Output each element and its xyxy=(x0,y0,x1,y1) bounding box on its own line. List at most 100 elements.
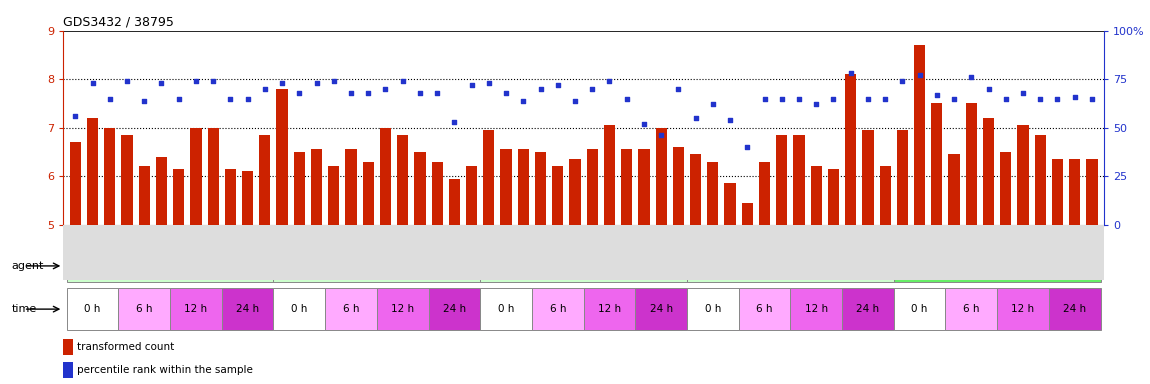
Text: 0 h: 0 h xyxy=(291,304,307,314)
FancyBboxPatch shape xyxy=(274,250,481,282)
Point xyxy=(186,78,205,84)
Bar xyxy=(259,135,270,225)
Point xyxy=(238,96,256,102)
Bar xyxy=(70,142,80,225)
Bar xyxy=(1070,159,1080,225)
Bar xyxy=(793,135,805,225)
FancyBboxPatch shape xyxy=(738,288,790,330)
FancyBboxPatch shape xyxy=(687,288,738,330)
Bar xyxy=(122,135,132,225)
FancyBboxPatch shape xyxy=(325,288,377,330)
FancyBboxPatch shape xyxy=(790,288,842,330)
Point xyxy=(549,82,567,88)
Point xyxy=(135,98,153,104)
Bar xyxy=(380,127,391,225)
Bar xyxy=(983,118,994,225)
Bar xyxy=(87,118,98,225)
FancyBboxPatch shape xyxy=(377,288,429,330)
Bar xyxy=(224,169,236,225)
Point xyxy=(963,74,981,80)
FancyBboxPatch shape xyxy=(532,288,583,330)
Point xyxy=(462,82,481,88)
FancyBboxPatch shape xyxy=(945,288,997,330)
Text: hGR-alpha B: hGR-alpha B xyxy=(549,261,619,271)
Bar xyxy=(63,362,74,378)
FancyBboxPatch shape xyxy=(481,250,687,282)
Point xyxy=(273,80,291,86)
Bar xyxy=(518,149,529,225)
Bar xyxy=(362,162,374,225)
Point xyxy=(928,92,946,98)
FancyBboxPatch shape xyxy=(118,288,170,330)
Point xyxy=(255,86,274,92)
Text: 0 h: 0 h xyxy=(498,304,514,314)
Point xyxy=(376,86,394,92)
Point xyxy=(566,98,584,104)
Bar xyxy=(690,154,702,225)
Bar xyxy=(345,149,356,225)
FancyBboxPatch shape xyxy=(687,250,894,282)
Point xyxy=(945,96,964,102)
Text: 24 h: 24 h xyxy=(236,304,259,314)
Bar xyxy=(880,167,891,225)
FancyBboxPatch shape xyxy=(635,288,687,330)
Point xyxy=(842,70,860,76)
Bar xyxy=(448,179,460,225)
Text: 0 h: 0 h xyxy=(705,304,721,314)
Text: 6 h: 6 h xyxy=(963,304,980,314)
Point xyxy=(756,96,774,102)
FancyBboxPatch shape xyxy=(429,288,481,330)
FancyBboxPatch shape xyxy=(1049,288,1101,330)
Point xyxy=(152,80,170,86)
Point xyxy=(1049,96,1067,102)
Text: 6 h: 6 h xyxy=(343,304,359,314)
Bar xyxy=(811,167,822,225)
Bar xyxy=(742,203,753,225)
Bar xyxy=(707,162,719,225)
Bar xyxy=(845,74,857,225)
FancyBboxPatch shape xyxy=(997,288,1049,330)
Point xyxy=(514,98,532,104)
Text: 24 h: 24 h xyxy=(650,304,673,314)
Text: 12 h: 12 h xyxy=(805,304,828,314)
Bar xyxy=(139,167,150,225)
Point xyxy=(342,90,360,96)
Bar xyxy=(966,103,976,225)
Point xyxy=(66,113,84,119)
Point xyxy=(497,90,515,96)
Text: hGR-alpha C: hGR-alpha C xyxy=(756,261,825,271)
FancyBboxPatch shape xyxy=(894,288,945,330)
FancyBboxPatch shape xyxy=(67,288,118,330)
Point xyxy=(583,86,601,92)
Point xyxy=(825,96,843,102)
Text: 24 h: 24 h xyxy=(857,304,880,314)
Bar xyxy=(673,147,684,225)
Point xyxy=(618,96,636,102)
Bar xyxy=(724,184,736,225)
Text: hGR-alpha D: hGR-alpha D xyxy=(963,261,1033,271)
Text: 12 h: 12 h xyxy=(598,304,621,314)
Point xyxy=(117,78,136,84)
Bar xyxy=(483,130,494,225)
Text: 6 h: 6 h xyxy=(550,304,566,314)
Point xyxy=(359,90,377,96)
Point xyxy=(393,78,412,84)
Bar xyxy=(105,127,115,225)
Bar xyxy=(1087,159,1097,225)
Text: 24 h: 24 h xyxy=(1063,304,1087,314)
Bar xyxy=(328,167,339,225)
Bar xyxy=(1052,159,1063,225)
Text: 24 h: 24 h xyxy=(443,304,466,314)
Bar xyxy=(431,162,443,225)
Bar xyxy=(397,135,408,225)
Point xyxy=(635,121,653,127)
Bar xyxy=(242,171,253,225)
Bar xyxy=(1035,135,1045,225)
FancyBboxPatch shape xyxy=(67,250,274,282)
Bar xyxy=(759,162,770,225)
Point xyxy=(83,80,101,86)
Point xyxy=(687,115,705,121)
Bar xyxy=(276,89,288,225)
Bar xyxy=(63,339,74,355)
Point xyxy=(480,80,498,86)
